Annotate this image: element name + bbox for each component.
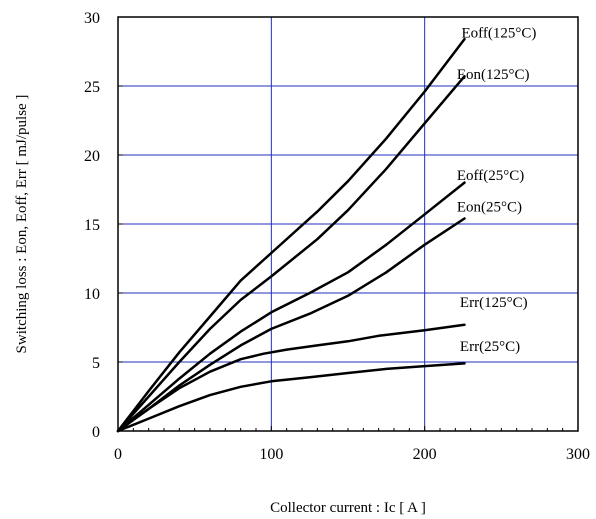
series-label: Eon(125°C)	[457, 67, 530, 83]
series-line	[116, 75, 466, 433]
x-tick-label: 100	[259, 446, 283, 463]
x-tick-label: 200	[413, 446, 437, 463]
y-tick-label: 10	[84, 286, 100, 303]
tick-layer: 0 100 200 300 0 5 10 15 20 25 30	[84, 10, 590, 463]
series-label: Eon(25°C)	[457, 200, 522, 216]
y-tick-label: 25	[84, 79, 100, 96]
series-layer	[116, 37, 466, 433]
series-line	[116, 323, 466, 433]
y-tick-label: 15	[84, 217, 100, 234]
series-line	[116, 181, 466, 433]
y-tick-label: 0	[92, 424, 100, 441]
series-line	[116, 217, 466, 433]
series-label: Err(125°C)	[460, 295, 528, 311]
series-label: Eoff(25°C)	[457, 168, 524, 184]
series-label: Eoff(125°C)	[461, 26, 536, 42]
y-tick-label: 5	[92, 355, 100, 372]
x-tick-label: 0	[114, 446, 122, 463]
x-axis-title: Collector current : Ic [ A ]	[270, 500, 426, 516]
series-line	[116, 362, 466, 433]
y-axis-title: Switching loss : Eon, Eoff, Err [ mJ/pul…	[14, 95, 30, 354]
grid-layer	[118, 17, 578, 431]
series-line	[116, 37, 466, 433]
y-tick-label: 30	[84, 10, 100, 27]
series-label: Err(25°C)	[460, 339, 520, 355]
series-label-layer: Eoff(125°C) Eon(125°C) Eoff(25°C) Eon(25°C)…	[457, 26, 536, 355]
y-tick-label: 20	[84, 148, 100, 165]
x-tick-label: 300	[566, 446, 590, 463]
